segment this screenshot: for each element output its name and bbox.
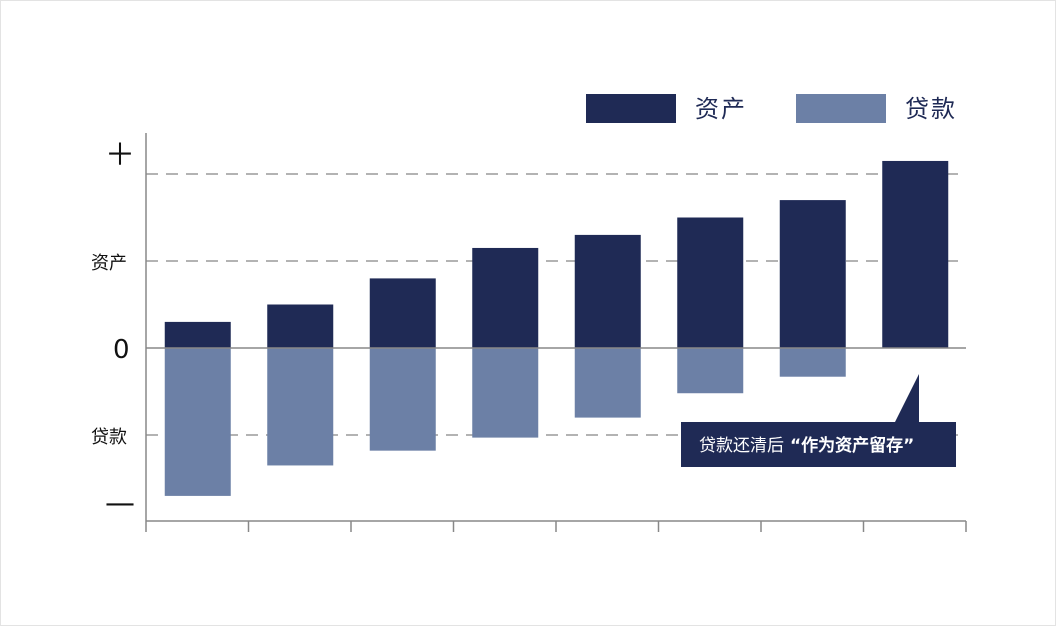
legend-asset-label: 资产 bbox=[695, 95, 747, 123]
asset-bar bbox=[267, 304, 334, 348]
callout-text-bold: “作为资产留存” bbox=[790, 435, 914, 456]
callout-pointer bbox=[894, 374, 919, 424]
callout-box bbox=[681, 422, 956, 467]
y-minus-label: — bbox=[105, 486, 135, 521]
callout-text-normal: 贷款还清后 bbox=[699, 436, 784, 456]
legend-loan-label: 贷款 bbox=[905, 95, 957, 123]
legend-asset-swatch bbox=[586, 94, 676, 123]
y-plus-label: ＋ bbox=[105, 138, 135, 173]
legend-loan-swatch bbox=[796, 94, 886, 123]
legend: 资产 贷款 bbox=[586, 94, 957, 123]
asset-bar bbox=[164, 321, 231, 348]
loan-bar bbox=[164, 348, 231, 496]
bars bbox=[164, 160, 949, 496]
loan-bar bbox=[677, 348, 744, 394]
y-loan-label: 贷款 bbox=[91, 427, 127, 448]
callout: 贷款还清后 “作为资产留存” bbox=[681, 374, 956, 467]
loan-bar bbox=[472, 348, 539, 438]
y-zero-label: 0 bbox=[113, 335, 130, 365]
loan-bar bbox=[369, 348, 436, 451]
asset-bar bbox=[574, 234, 641, 348]
x-ticks bbox=[145, 521, 967, 532]
asset-bar bbox=[677, 217, 744, 348]
asset-bar bbox=[882, 160, 949, 348]
asset-bar bbox=[472, 247, 539, 348]
loan-bar bbox=[267, 348, 334, 466]
loan-bar bbox=[779, 348, 846, 377]
asset-bar bbox=[779, 200, 846, 348]
asset-bar bbox=[369, 278, 436, 348]
loan-bar bbox=[574, 348, 641, 418]
y-asset-label: 资产 bbox=[91, 253, 127, 274]
callout-text: 贷款还清后 “作为资产留存” bbox=[699, 435, 914, 456]
